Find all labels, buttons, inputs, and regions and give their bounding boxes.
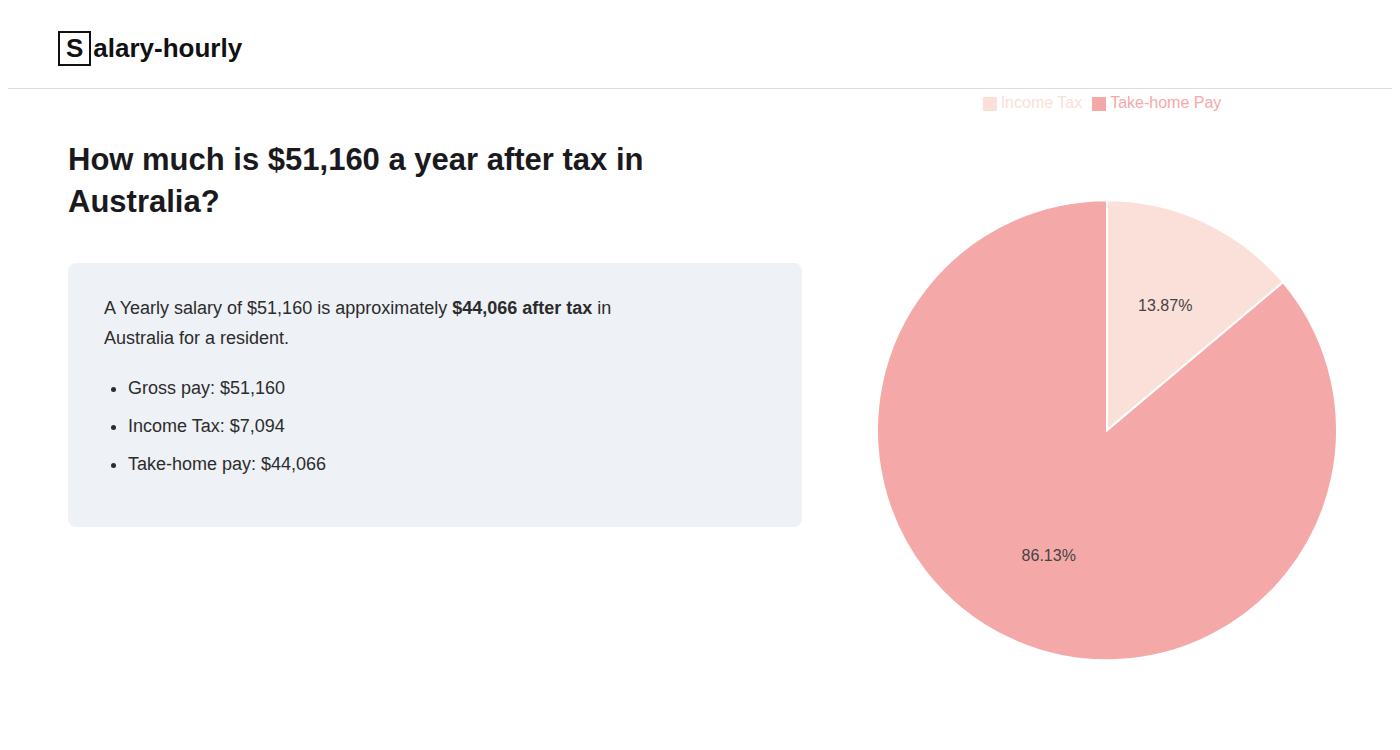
html-text:Take-home pay: $44,066: Take-home pay: $44,066	[128, 454, 327, 474]
html-text:S alary-hourly: S alary-hourly	[66, 32, 243, 63]
html-text:Gross pay: $51,160: Gross pay: $51,160	[128, 378, 286, 398]
html-text:Australia for a resident.: Australia for a resident.	[104, 328, 290, 348]
html-text:Income Tax: Income Tax	[1000, 94, 1083, 111]
html-text:How much is $51,160 a year aft: How much is $51,160 a year after tax in	[68, 142, 644, 177]
html-text:Take-home Pay: Take-home Pay	[1110, 94, 1222, 111]
html-text:Income Tax: $7,094: Income Tax: $7,094	[128, 416, 285, 436]
svg-text:86.13%: 86.13%	[1022, 547, 1076, 564]
html-text:A Yearly salary of $51,160 is: A Yearly salary of $51,160 is approximat…	[104, 298, 612, 318]
html-text:Australia?: Australia?	[68, 184, 220, 219]
svg-text:13.87%: 13.87%	[1138, 297, 1192, 314]
